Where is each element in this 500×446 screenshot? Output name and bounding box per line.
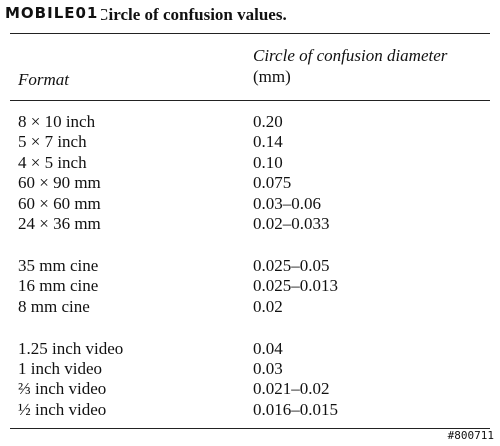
format-cell: 8 mm cine xyxy=(18,296,90,316)
diameter-cell: 0.02–0.033 xyxy=(253,214,330,233)
diameter-cell: 0.025–0.05 xyxy=(253,255,330,275)
diameter-cell: 0.14 xyxy=(253,132,283,152)
column-unit: (mm) xyxy=(253,67,291,86)
format-cell: 24 × 36 mm xyxy=(18,214,101,233)
format-cell: ½ inch video xyxy=(18,399,107,419)
image-id: #800711 xyxy=(447,429,494,442)
diameter-cell: 0.02 xyxy=(253,296,283,316)
diameter-cell: 0.10 xyxy=(253,152,283,172)
diameter-cell: 0.025–0.013 xyxy=(253,276,338,296)
format-cell: 5 × 7 inch xyxy=(18,132,87,152)
column-header: Circle of confusion diameter xyxy=(253,46,448,65)
format-cell: 1.25 inch video xyxy=(18,338,124,358)
diameter-cell: 0.016–0.015 xyxy=(253,399,338,419)
format-cell: 60 × 60 mm xyxy=(18,193,101,213)
header-rule xyxy=(10,100,490,101)
diameter-cell: 0.021–0.02 xyxy=(253,379,330,399)
diameter-cell: 0.20 xyxy=(253,112,283,131)
diameter-cell: 0.03 xyxy=(253,359,283,378)
diameter-cell: 0.075 xyxy=(253,173,292,193)
format-cell: ⅔ inch video xyxy=(18,379,107,399)
diameter-cell: 0.04 xyxy=(253,338,283,358)
format-cell: 35 mm cine xyxy=(18,255,99,275)
format-cell: 1 inch video xyxy=(18,359,103,378)
format-cell: 4 × 5 inch xyxy=(18,152,87,172)
bottom-rule xyxy=(10,428,490,429)
format-cell: 16 mm cine xyxy=(18,276,99,296)
diameter-cell: 0.03–0.06 xyxy=(253,193,321,213)
top-rule xyxy=(10,33,490,34)
watermark: MOBILE01 xyxy=(2,3,102,23)
format-cell: 8 × 10 inch xyxy=(18,112,96,131)
format-cell: 60 × 90 mm xyxy=(18,173,101,193)
column-header: Format xyxy=(18,70,69,89)
